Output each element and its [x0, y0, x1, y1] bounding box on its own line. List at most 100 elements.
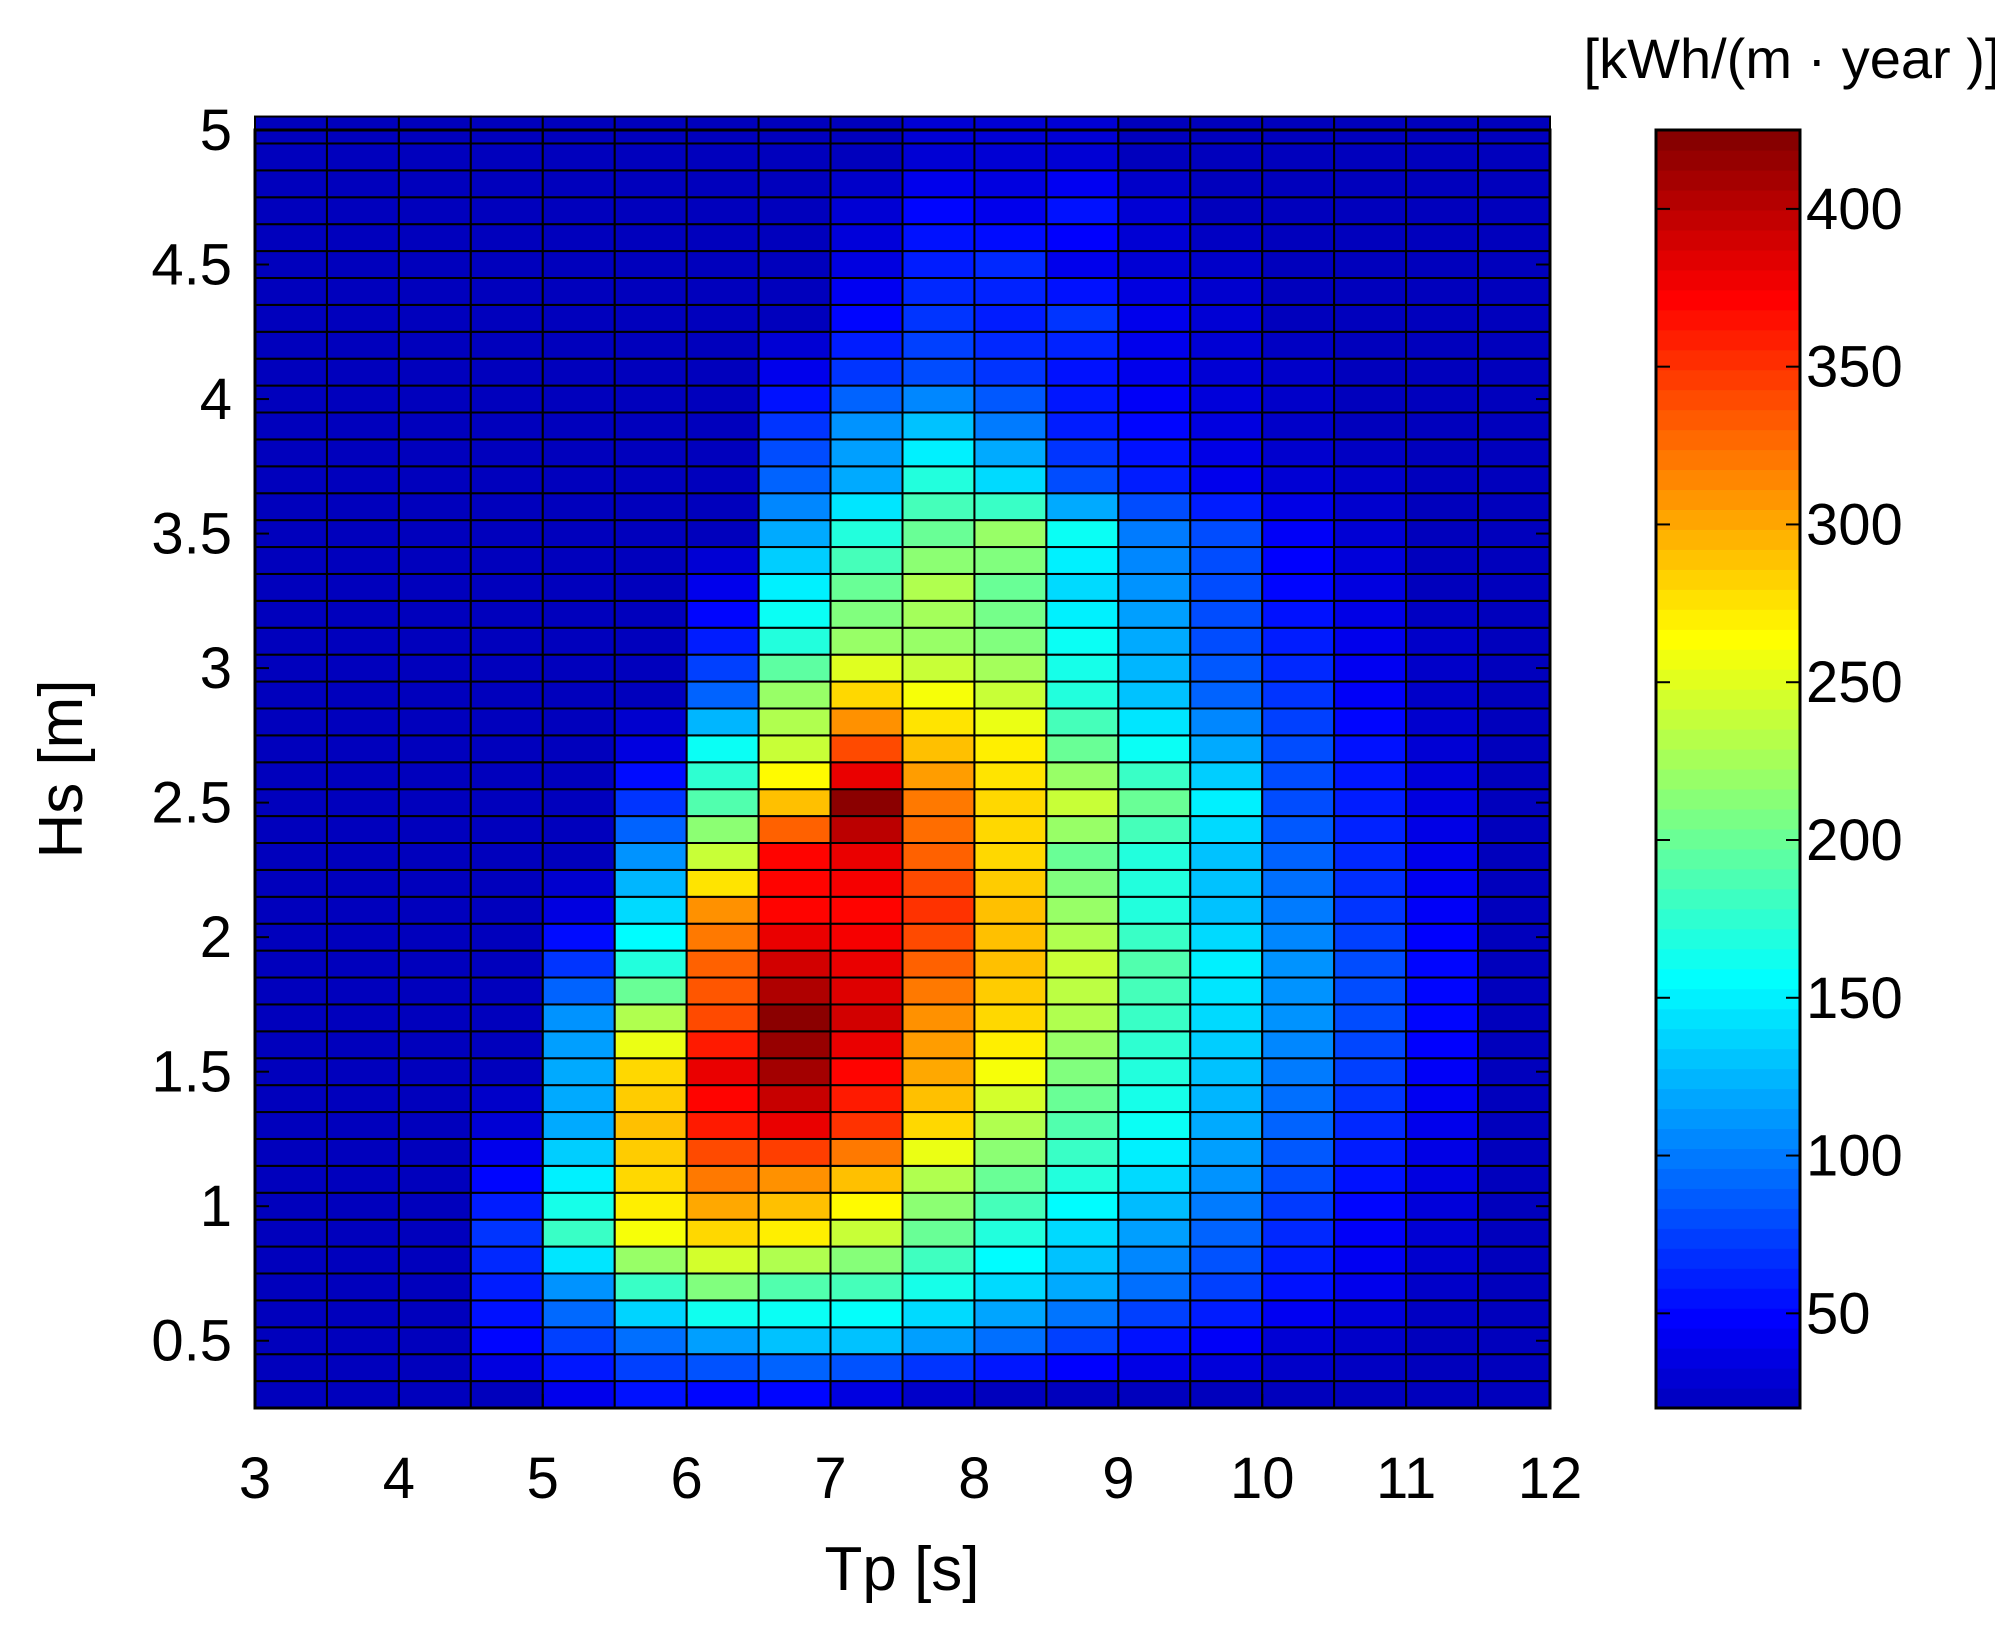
heatmap-cell [1045, 223, 1120, 253]
colorbar-segment [1656, 1168, 1800, 1189]
heatmap-cell [613, 734, 688, 764]
heatmap-cell [1045, 788, 1120, 818]
heatmap-cell [1477, 465, 1551, 495]
heatmap-cell [901, 1084, 976, 1114]
heatmap-cell [973, 465, 1048, 495]
heatmap-cell [254, 1218, 328, 1248]
heatmap-cell [757, 223, 832, 253]
heatmap-cell [973, 384, 1048, 414]
heatmap-cell [613, 330, 688, 360]
heatmap-cell [541, 465, 616, 495]
heatmap-cell [901, 788, 976, 818]
heatmap-cell [829, 788, 904, 818]
heatmap-cell [1477, 1137, 1551, 1167]
heatmap-cell [541, 1003, 616, 1033]
heatmap-cell [397, 734, 472, 764]
heatmap-cell [1117, 734, 1192, 764]
heatmap-cell [685, 492, 760, 522]
heatmap-cell [1189, 196, 1264, 226]
heatmap-cell [685, 1137, 760, 1167]
heatmap-cell [541, 330, 616, 360]
heatmap-cell [613, 276, 688, 306]
colorbar-segment [1656, 848, 1800, 870]
heatmap-cell [829, 142, 904, 172]
heatmap-cell [1477, 815, 1551, 844]
heatmap-cell [1405, 142, 1480, 172]
heatmap-cell [325, 411, 400, 441]
heatmap-cell [1477, 1353, 1551, 1383]
heatmap-cell [469, 330, 544, 360]
heatmap-cell [685, 572, 760, 602]
colorbar-segment [1656, 589, 1800, 610]
heatmap-cell [1261, 1299, 1336, 1329]
heatmap-cell [685, 922, 760, 952]
heatmap-cell [757, 169, 832, 199]
colorbar-frame [1654, 128, 1802, 1410]
heatmap-cell [397, 572, 472, 602]
heatmap-cell [901, 1137, 976, 1167]
heatmap-cell [1045, 1299, 1120, 1329]
heatmap-cell [901, 492, 976, 522]
heatmap-cell [1261, 196, 1336, 226]
heatmap-cell [1045, 761, 1120, 791]
heatmap-cell [829, 1299, 904, 1329]
heatmap-cell [1477, 976, 1551, 1006]
colorbar-segment [1656, 149, 1800, 171]
heatmap-cell [1117, 976, 1192, 1006]
heatmap-cell [829, 868, 904, 898]
heatmap-cell [613, 519, 688, 549]
heatmap-cell [1477, 1299, 1551, 1329]
heatmap-cell [685, 1164, 760, 1194]
heatmap-cell [901, 384, 976, 414]
heatmap-cell [973, 223, 1048, 253]
heatmap-cell [1045, 1030, 1120, 1060]
heatmap-cell [325, 546, 400, 575]
heatmap-cell [613, 1084, 688, 1114]
heatmap-cell [1405, 438, 1480, 468]
y-axis-ticks: 0.5 1 1.5 2 2.5 3 3.5 4 4.5 5 [151, 98, 1550, 1374]
heatmap-cell [325, 815, 400, 844]
heatmap-cell [829, 169, 904, 199]
heatmap-cell [829, 196, 904, 226]
heatmap-cell [541, 1245, 616, 1275]
heatmap-cell [1261, 1137, 1336, 1167]
heatmap-cell [254, 1164, 328, 1194]
heatmap-cell [685, 761, 760, 791]
heatmap-cell [325, 1218, 400, 1248]
heatmap-cell [1261, 438, 1336, 468]
y-tick-label: 5 [200, 98, 232, 163]
heatmap-cell [1477, 438, 1551, 468]
heatmap-cell [254, 599, 328, 629]
heatmap-cell [397, 411, 472, 441]
heatmap-cell [1189, 169, 1264, 199]
heatmap-cell [901, 1111, 976, 1140]
heatmap-cell [901, 1245, 976, 1275]
heatmap-cell [1117, 223, 1192, 253]
heatmap-cell [254, 465, 328, 495]
heatmap-cell [397, 1245, 472, 1275]
heatmap-cell [1405, 330, 1480, 360]
heatmap-cell [613, 707, 688, 737]
heatmap-cell [325, 492, 400, 522]
heatmap-cell [973, 1299, 1048, 1329]
colorbar-segment [1656, 1388, 1800, 1409]
x-tick-label: 6 [671, 1446, 703, 1511]
heatmap-cell [469, 1380, 544, 1409]
heatmap-cell [973, 546, 1048, 575]
heatmap-cell [1477, 1084, 1551, 1114]
heatmap-cell [1261, 922, 1336, 952]
heatmap-cell [1045, 734, 1120, 764]
heatmap-cell [829, 1380, 904, 1409]
heatmap-cell [685, 196, 760, 226]
heatmap-cell [757, 788, 832, 818]
heatmap-cell [1189, 465, 1264, 495]
heatmap-cell [1117, 438, 1192, 468]
heatmap-cell [1405, 572, 1480, 602]
heatmap-cell [1477, 492, 1551, 522]
heatmap-cell [1477, 1164, 1551, 1194]
heatmap-cell [1261, 546, 1336, 575]
heatmap-cell [757, 653, 832, 683]
heatmap-cell [254, 1137, 328, 1167]
x-axis-label: Tp [s] [824, 1535, 979, 1604]
heatmap-cell [613, 815, 688, 844]
